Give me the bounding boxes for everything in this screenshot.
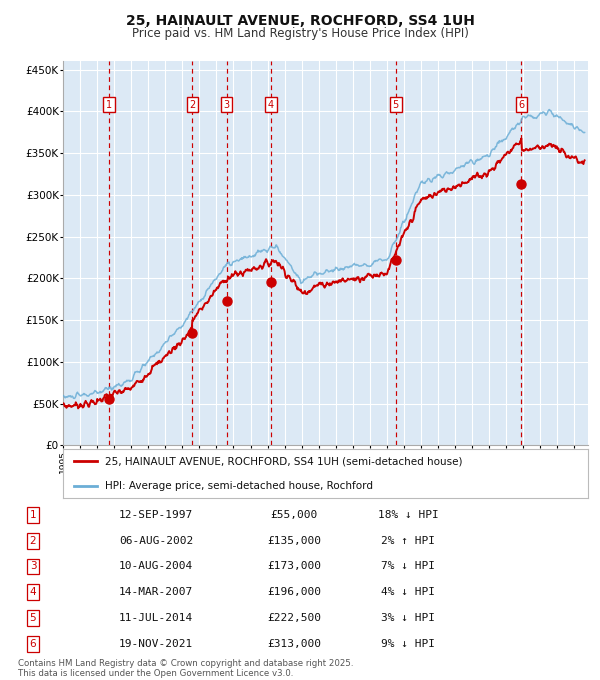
Text: 2: 2	[189, 100, 196, 109]
Text: 3: 3	[224, 100, 230, 109]
Text: 1: 1	[29, 510, 37, 520]
Text: £173,000: £173,000	[267, 562, 321, 571]
Text: 5: 5	[29, 613, 37, 623]
Text: 25, HAINAULT AVENUE, ROCHFORD, SS4 1UH (semi-detached house): 25, HAINAULT AVENUE, ROCHFORD, SS4 1UH (…	[105, 456, 463, 466]
Text: 6: 6	[29, 639, 37, 649]
Text: £196,000: £196,000	[267, 588, 321, 597]
Text: 11-JUL-2014: 11-JUL-2014	[119, 613, 193, 623]
Text: 25, HAINAULT AVENUE, ROCHFORD, SS4 1UH: 25, HAINAULT AVENUE, ROCHFORD, SS4 1UH	[125, 14, 475, 28]
Text: 5: 5	[392, 100, 399, 109]
Text: 2% ↑ HPI: 2% ↑ HPI	[381, 536, 435, 545]
Text: 7% ↓ HPI: 7% ↓ HPI	[381, 562, 435, 571]
Text: £313,000: £313,000	[267, 639, 321, 649]
Text: 4% ↓ HPI: 4% ↓ HPI	[381, 588, 435, 597]
Text: 10-AUG-2004: 10-AUG-2004	[119, 562, 193, 571]
Text: 4: 4	[29, 588, 37, 597]
Text: 18% ↓ HPI: 18% ↓ HPI	[377, 510, 439, 520]
Text: 06-AUG-2002: 06-AUG-2002	[119, 536, 193, 545]
Text: Price paid vs. HM Land Registry's House Price Index (HPI): Price paid vs. HM Land Registry's House …	[131, 27, 469, 40]
Text: 12-SEP-1997: 12-SEP-1997	[119, 510, 193, 520]
Text: £222,500: £222,500	[267, 613, 321, 623]
Text: Contains HM Land Registry data © Crown copyright and database right 2025.
This d: Contains HM Land Registry data © Crown c…	[18, 658, 353, 678]
Text: 3% ↓ HPI: 3% ↓ HPI	[381, 613, 435, 623]
Text: 9% ↓ HPI: 9% ↓ HPI	[381, 639, 435, 649]
Text: 4: 4	[268, 100, 274, 109]
Text: £135,000: £135,000	[267, 536, 321, 545]
Text: HPI: Average price, semi-detached house, Rochford: HPI: Average price, semi-detached house,…	[105, 481, 373, 490]
Text: 3: 3	[29, 562, 37, 571]
Text: 14-MAR-2007: 14-MAR-2007	[119, 588, 193, 597]
Text: 6: 6	[518, 100, 524, 109]
Text: 1: 1	[106, 100, 112, 109]
Text: 2: 2	[29, 536, 37, 545]
Text: £55,000: £55,000	[271, 510, 317, 520]
Text: 19-NOV-2021: 19-NOV-2021	[119, 639, 193, 649]
